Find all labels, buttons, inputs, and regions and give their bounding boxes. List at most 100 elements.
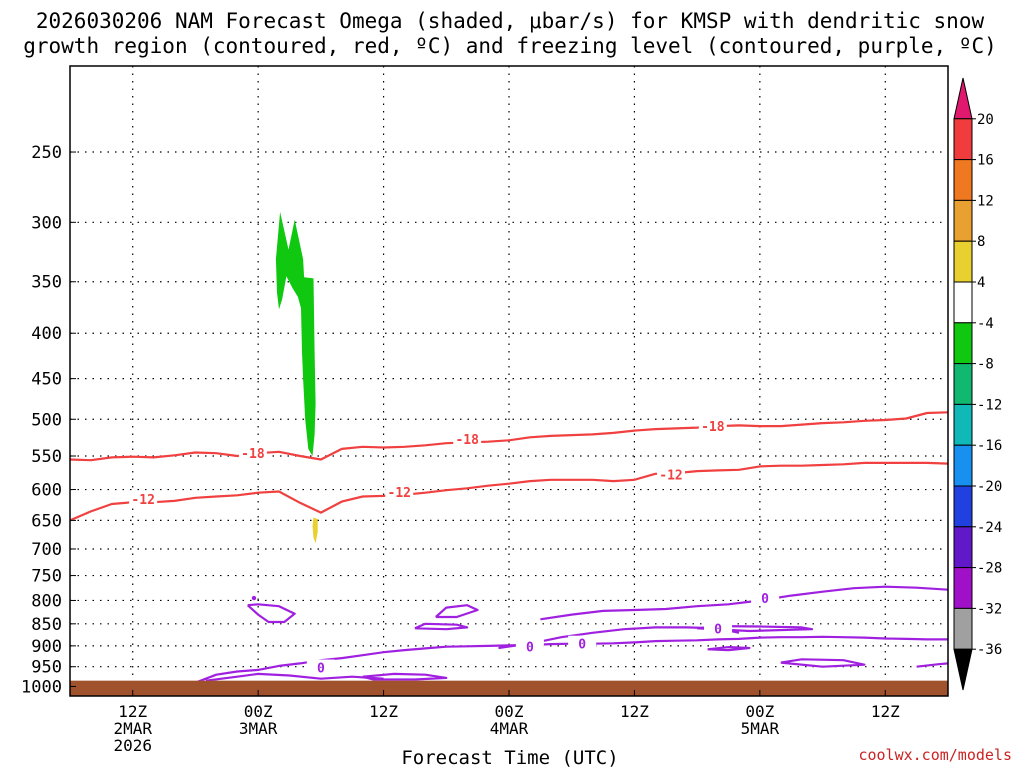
x-tick-label-3-0: 00Z [495,702,524,721]
y-tick-label-1000: 1000 [21,677,62,697]
x-tick-label-0-1: 2MAR [113,719,152,738]
colorbar-label-4: 4 [977,275,985,291]
contour-label-minus18-2: -18 [701,420,725,435]
contour-label-zero-3-bg [704,620,733,637]
colorbar-label-8: -16 [977,438,1002,454]
chart-title-line-2: growth region (contoured, red, ºC) and f… [23,34,997,58]
y-tick-label-250: 250 [31,143,62,163]
contour-label-zero-4: 0 [761,592,769,607]
freezing-level-fragment-4 [414,622,469,631]
y-tick-label-900: 900 [31,637,62,657]
colorbar-label-10: -24 [977,520,1002,536]
colorbar-label-11: -28 [977,561,1002,577]
freezing-level-fragment-1 [540,585,949,621]
chart-title-line-1: 2026030206 NAM Forecast Omega (shaded, μ… [36,9,985,33]
colorbar-swatch-5 [953,281,973,324]
x-tick-label-0-0: 12Z [118,702,147,721]
x-axis-label: Forecast Time (UTC) [401,747,618,768]
y-tick-label-350: 350 [31,273,62,293]
colorbar-swatch-6 [953,322,973,365]
contour-label-minus12-1: -12 [388,486,411,501]
y-tick-label-550: 550 [31,447,62,467]
credit-text: coolwx.com/models [858,746,1012,764]
contour-label-zero-1: 0 [526,641,534,656]
x-tick-label-4-0: 12Z [620,702,649,721]
contour-label-minus12-2: -12 [659,468,682,483]
colorbar-swatch-3 [953,199,973,242]
freezing-level-fragment-10 [916,662,949,668]
y-axis: 2503003504004505005506006507007508008509… [21,143,76,697]
contour-label-zero-0: 0 [317,662,325,677]
contour-label-minus18-2-bg [698,418,727,435]
y-tick-label-850: 850 [31,615,62,635]
contour-label-minus18-1: -18 [455,433,479,448]
contour-label-minus12-2-bg [657,466,686,483]
freezing-level-fragment-3 [435,604,479,619]
colorbar-swatch-11 [953,526,973,569]
contour-label-zero-0-bg [306,659,335,676]
contour-label-zero-2: 0 [578,638,586,653]
colorbar-swatch-4 [953,240,973,283]
omega-colorbar: 20 16 12 8 4 -4 -8 -12 -16 -20 -24 -28 -32 -36 [953,77,1002,691]
freezing-level-fragment-5 [205,672,384,682]
colorbar-label-2: 12 [977,193,994,209]
isotherm-line-2 [174,635,948,688]
colorbar-swatch-12 [953,567,973,609]
colorbar-swatch-9 [953,444,973,487]
x-tick-label-5-0: 00Z [745,702,774,721]
contour-label-minus18-0-bg [238,445,267,462]
freezing-level-fragment-6 [362,672,448,681]
colorbar-label-6: -8 [977,357,994,373]
colorbar-label-12: -32 [977,601,1002,617]
colorbar-label-0: 20 [977,112,994,128]
freezing-level-fragment-9 [780,658,866,668]
colorbar-label-7: -12 [977,397,1002,413]
colorbar-swatch-8 [953,403,973,446]
contour-label-minus12-0-bg [129,491,158,508]
contour-label-zero-3: 0 [714,622,722,637]
contour-label-minus18-1-bg [453,430,482,447]
colorbar-bottom-triangle [953,648,973,691]
y-tick-label-450: 450 [31,370,62,390]
x-tick-label-3-1: 4MAR [490,719,529,738]
contour-label-zero-2-bg [568,635,597,652]
colorbar-label-9: -20 [977,479,1002,495]
freezing-level-fragment-8 [707,646,751,652]
omega-shading-yellow [312,517,318,544]
x-tick-label-6-0: 12Z [871,702,900,721]
colorbar-label-5: -4 [977,316,994,332]
colorbar-swatch-1 [953,118,973,161]
plot-area: -18 -18 -18 -12 -12 -12 0 0 0 0 0 [69,65,949,697]
y-tick-label-500: 500 [31,410,62,430]
colorbar-swatch-10 [953,485,973,528]
omega-shading-green [275,211,316,456]
colorbar-label-13: -36 [977,642,1002,658]
contour-label-minus12-0: -12 [131,493,154,508]
colorbar-label-1: 16 [977,153,994,169]
colorbar-swatch-2 [953,159,973,201]
y-tick-label-300: 300 [31,213,62,233]
x-tick-label-1-0: 00Z [244,702,273,721]
colorbar-top-triangle [953,77,973,120]
contour-label-zero-4-bg [751,590,780,607]
freezing-level-dot [251,595,257,601]
y-tick-label-750: 750 [31,567,62,587]
x-tick-label-5-1: 5MAR [741,719,780,738]
y-tick-label-700: 700 [31,540,62,560]
x-tick-label-2-0: 12Z [369,702,398,721]
colorbar-swatch-13 [953,607,973,650]
contour-label-minus18-0: -18 [241,447,265,462]
freezing-level-fragment-2 [246,603,296,624]
isotherm-line-0 [69,411,949,462]
y-tick-label-650: 650 [31,511,62,531]
x-tick-label-0-2: 2026 [113,736,152,755]
y-tick-label-600: 600 [31,481,62,501]
contour-label-zero-1-bg [515,638,544,655]
colorbar-label-3: 8 [977,234,985,250]
below-ground-layer [70,680,948,696]
colorbar-swatch-7 [953,363,973,405]
isotherm-line-1 [69,461,949,522]
contour-label-minus12-1-bg [385,484,414,501]
